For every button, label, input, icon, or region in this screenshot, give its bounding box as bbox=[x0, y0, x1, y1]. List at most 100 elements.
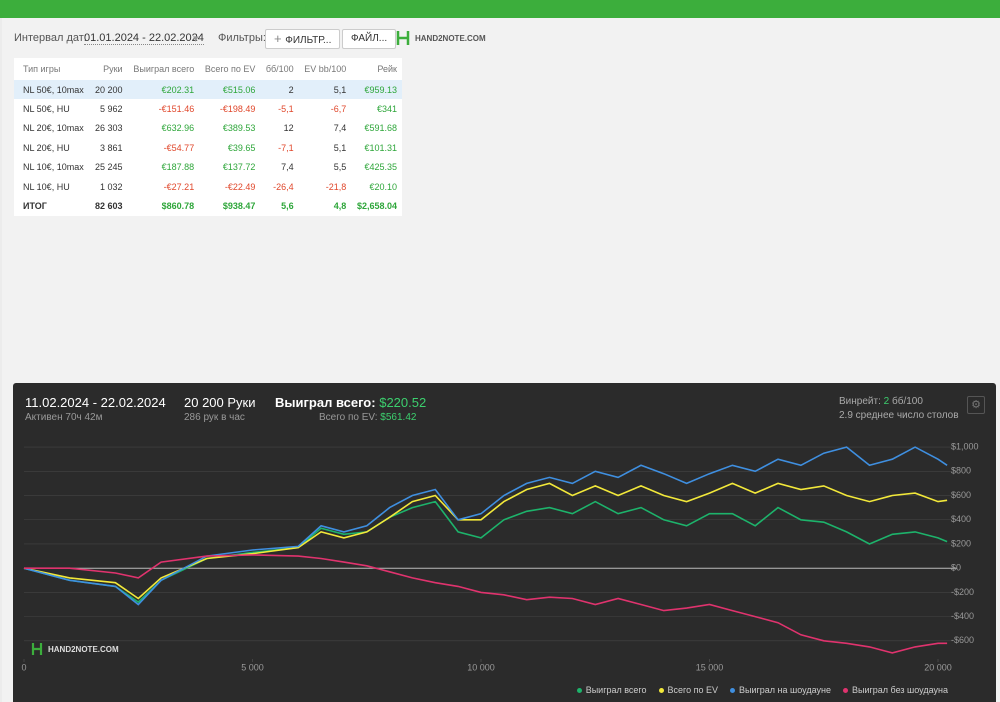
legend-label: Всего по EV bbox=[667, 685, 719, 695]
series-line bbox=[23, 500, 948, 604]
table-cell: -€22.49 bbox=[224, 181, 256, 192]
table-cell: -6,7 bbox=[330, 104, 347, 115]
table-cell: 5 962 bbox=[100, 104, 123, 115]
file-button[interactable]: ФАЙЛ... bbox=[342, 29, 397, 49]
column-header: Всего по EV bbox=[204, 64, 256, 74]
legend-item: Выиграл без шоудауна bbox=[843, 685, 948, 695]
table-cell: $938.47 bbox=[222, 201, 256, 212]
table-cell: 3 861 bbox=[100, 142, 123, 153]
won-label: Выиграл всего: bbox=[275, 395, 376, 410]
stats-table: Тип игры Руки Выиграл всего Всего по EV бб/1… bbox=[14, 58, 402, 216]
table-cell: €389.53 bbox=[222, 123, 256, 134]
filters-label: Фильтры: bbox=[218, 32, 266, 44]
table-cell: €39.65 bbox=[227, 142, 256, 153]
file-button-text: ФАЙЛ... bbox=[351, 33, 388, 44]
legend-dot bbox=[843, 688, 848, 694]
table-cell: €425.35 bbox=[364, 162, 397, 173]
winrate-unit: бб/100 bbox=[891, 396, 923, 407]
table-cell: NL 50€, HU bbox=[23, 104, 70, 115]
table-cell: 7,4 bbox=[333, 123, 347, 134]
table-cell: -26,4 bbox=[273, 181, 294, 192]
y-tick-label: $400 bbox=[951, 514, 971, 524]
legend-dot bbox=[576, 688, 582, 694]
won-value: $220.52 bbox=[379, 395, 427, 410]
table-cell: 7,4 bbox=[281, 162, 294, 173]
table-cell: €959.13 bbox=[351, 80, 402, 100]
x-tick-label: 15 000 bbox=[696, 662, 724, 672]
table-cell: -€27.21 bbox=[163, 181, 195, 192]
y-tick-label: -$400 bbox=[951, 611, 974, 621]
legend: Выиграл всего Всего по EV Выиграл на шоуда… bbox=[576, 685, 948, 695]
dropdown-arrow[interactable]: ▾ bbox=[193, 33, 199, 45]
x-tick-label: 5 000 bbox=[241, 662, 264, 672]
table-cell: €20.10 bbox=[369, 181, 397, 192]
y-tick-label: -$200 bbox=[951, 587, 974, 597]
legend-dot bbox=[658, 688, 664, 694]
y-tick-label: $1,000 bbox=[951, 441, 979, 451]
table-cell: -€54.77 bbox=[163, 142, 195, 153]
table-cell: €137.72 bbox=[222, 162, 256, 173]
series-line bbox=[23, 482, 948, 600]
table-cell: -5,1 bbox=[278, 104, 294, 115]
table-cell: 26 303 bbox=[95, 123, 123, 134]
table-cell: €341 bbox=[376, 104, 397, 115]
table-cell: €187.88 bbox=[161, 162, 195, 173]
table-cell: -€198.49 bbox=[219, 104, 256, 115]
y-tick-label: $0 bbox=[951, 563, 961, 573]
table-cell: NL 20€, 10max bbox=[23, 123, 84, 134]
watermark: HAND2NOTE.COM bbox=[31, 642, 119, 656]
series-line bbox=[23, 446, 948, 606]
legend-item: Выиграл всего bbox=[576, 685, 647, 695]
hands-rate: 286 рук в час bbox=[184, 412, 245, 423]
watermark-icon bbox=[31, 643, 43, 655]
table-cell: -€151.46 bbox=[158, 104, 195, 115]
table-cell: $860.78 bbox=[161, 201, 195, 212]
logo-icon bbox=[396, 31, 410, 45]
table-cell: 5,1 bbox=[298, 80, 352, 100]
table-row: NL 20€, 10max 26 303 €632.96 €389.53 12 7,4 €5… bbox=[14, 119, 402, 138]
column-header: Тип игры bbox=[23, 64, 61, 74]
avg-tables: 2.9 среднее число столов bbox=[839, 410, 959, 421]
table-cell: 5,6 bbox=[281, 201, 294, 212]
y-tick-label: $200 bbox=[951, 538, 971, 548]
legend-item: Всего по EV bbox=[658, 685, 719, 695]
table-cell: NL 50€, 10max bbox=[14, 80, 90, 100]
column-header: Руки bbox=[103, 64, 123, 74]
table-row: NL 50€, 10max 20 200 €202.31 €515.06 2 5,1 €95… bbox=[14, 80, 402, 100]
column-header: EV bb/100 bbox=[304, 64, 347, 74]
table-cell: -7,1 bbox=[278, 142, 294, 153]
table-cell: 12 bbox=[283, 123, 294, 134]
table-row: NL 10€, 10max 25 245 €187.88 €137.72 7,4 5,5 €… bbox=[14, 158, 402, 177]
ev-label: Всего по EV: bbox=[319, 412, 378, 423]
x-tick-label: 10 000 bbox=[467, 662, 495, 672]
table-cell: 5,5 bbox=[333, 162, 347, 173]
table-cell: 4,8 bbox=[333, 201, 347, 212]
filter-button[interactable]: + ФИЛЬТР... bbox=[265, 29, 341, 49]
top-bar bbox=[0, 0, 1000, 18]
x-tick-label: 20 000 bbox=[924, 662, 952, 672]
logo-text: HAND2NOTE.COM bbox=[415, 34, 486, 43]
table-cell: $2,658.04 bbox=[356, 201, 397, 212]
table-cell: 20 200 bbox=[89, 80, 128, 100]
table-row: NL 50€, HU 5 962 -€151.46 -€198.49 -5,1 -6,7 €… bbox=[14, 99, 402, 118]
table-cell: -21,8 bbox=[325, 181, 347, 192]
table-cell: NL 10€, 10max bbox=[23, 162, 84, 173]
y-tick-label: $600 bbox=[951, 490, 971, 500]
settings-button[interactable]: ⚙ bbox=[967, 396, 985, 414]
interval-label: Интервал дат: bbox=[14, 32, 87, 44]
table-row: NL 20€, HU 3 861 -€54.77 €39.65 -7,1 5,1 €101.… bbox=[14, 138, 402, 157]
date-range[interactable]: 01.01.2024 - 22.02.2024 bbox=[84, 32, 204, 45]
active-time: Активен 70ч 42м bbox=[25, 412, 103, 423]
table-cell: 25 245 bbox=[95, 162, 123, 173]
table-cell: 5,1 bbox=[333, 142, 347, 153]
filter-button-text: ФИЛЬТР... bbox=[285, 35, 332, 46]
table-cell: €515.06 bbox=[199, 80, 261, 100]
ev-value: $561.42 bbox=[380, 412, 417, 423]
table-cell: 82 603 bbox=[95, 201, 123, 212]
winrate-label: Винрейт: bbox=[839, 396, 881, 407]
winrate-value: 2 bbox=[883, 396, 890, 407]
table-cell: 2 bbox=[260, 80, 299, 100]
table-cell: €632.96 bbox=[161, 123, 195, 134]
table-cell: 1 032 bbox=[100, 181, 123, 192]
